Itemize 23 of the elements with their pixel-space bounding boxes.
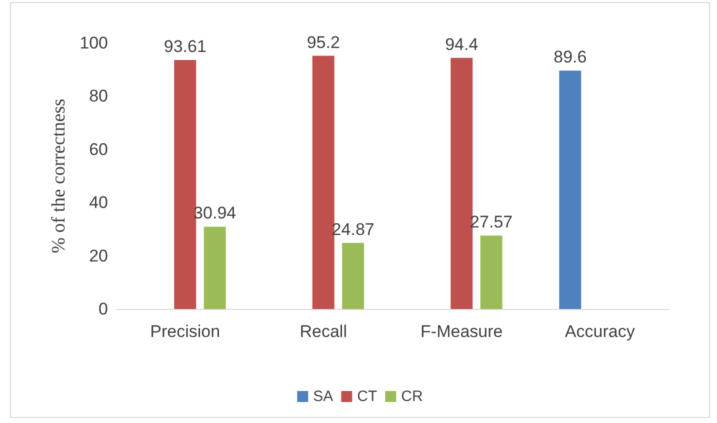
bar	[480, 236, 502, 309]
y-tick-label: 100	[80, 34, 108, 52]
data-label: 89.6	[554, 48, 587, 67]
bar	[342, 242, 364, 309]
data-label: 94.4	[445, 34, 478, 54]
legend-label: SA	[313, 388, 334, 405]
y-tick-label: 40	[89, 193, 108, 212]
y-axis-title: % of the correctness	[48, 98, 70, 254]
bar	[204, 226, 226, 309]
y-tick-label: 60	[89, 140, 108, 159]
y-tick-label: 0	[98, 300, 108, 318]
x-tick-label: F-Measure	[420, 322, 503, 341]
y-tick-label: 20	[89, 246, 108, 266]
y-tick-label: 80	[89, 86, 108, 106]
legend-label: CT	[357, 388, 378, 405]
x-tick-label: Precision	[150, 322, 220, 341]
x-tick-label: Accuracy	[564, 322, 636, 341]
x-tick-label: Recall	[300, 322, 347, 341]
bar	[559, 70, 582, 309]
legend-label: CR	[401, 388, 423, 405]
data-label: 95.2	[306, 32, 340, 52]
data-label: 93.61	[164, 36, 206, 56]
bar	[312, 56, 334, 309]
